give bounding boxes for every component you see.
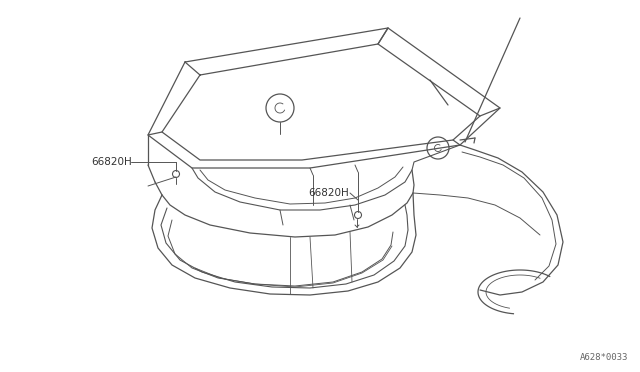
Text: 66820H: 66820H [91,157,132,167]
Text: 66820H: 66820H [308,188,349,198]
Text: A628*0033: A628*0033 [580,353,628,362]
